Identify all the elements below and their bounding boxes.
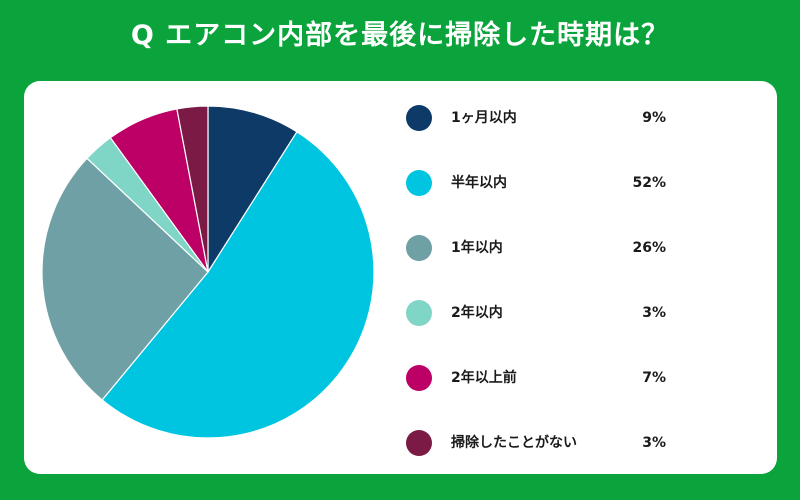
legend-label: 掃除したことがない — [451, 435, 577, 451]
legend-value: 3% — [642, 435, 666, 451]
page-title: Q エアコン内部を最後に掃除した時期は？ — [130, 20, 670, 51]
pie-slice-1 — [207, 105, 298, 273]
legend-value: 26% — [632, 240, 666, 256]
pie-slice-3 — [41, 157, 209, 401]
legend-label: 半年以内 — [451, 175, 507, 191]
legend-value: 52% — [632, 175, 666, 191]
legend-value: 9% — [642, 110, 666, 126]
legend-item-1: 1ヶ月以内 9% — [406, 103, 706, 133]
pie-chart — [41, 105, 375, 439]
legend-item-6: 掃除したことがない 3% — [406, 428, 706, 458]
legend-value: 3% — [642, 305, 666, 321]
legend-swatch — [406, 170, 432, 196]
legend-item-5: 2年以上前 7% — [406, 363, 706, 393]
legend-item-2: 半年以内 52% — [406, 168, 706, 198]
legend-value: 7% — [642, 370, 666, 386]
legend-swatch — [406, 430, 432, 456]
chart-card: 1ヶ月以内 9% 半年以内 52% 1年以内 26% 2年以内 3% 2年以上前 7% 掃除したこと… — [24, 81, 777, 474]
legend-item-3: 1年以内 26% — [406, 233, 706, 263]
legend-swatch — [406, 235, 432, 261]
legend-label: 1ヶ月以内 — [451, 110, 517, 126]
pie-slice-2 — [101, 131, 375, 439]
legend-swatch — [406, 105, 432, 131]
legend-label: 2年以上前 — [451, 370, 517, 386]
pie-slice-6 — [176, 105, 209, 273]
legend-swatch — [406, 300, 432, 326]
legend-item-4: 2年以内 3% — [406, 298, 706, 328]
legend-label: 1年以内 — [451, 240, 503, 256]
legend-label: 2年以内 — [451, 305, 503, 321]
legend-swatch — [406, 365, 432, 391]
